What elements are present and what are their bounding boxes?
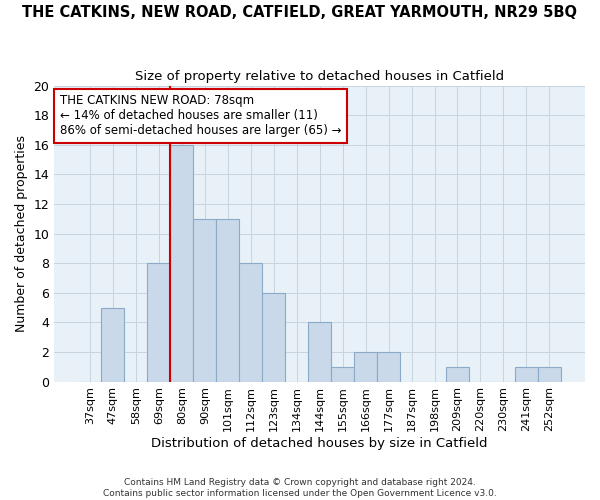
Bar xyxy=(216,219,239,382)
Y-axis label: Number of detached properties: Number of detached properties xyxy=(15,135,28,332)
Bar xyxy=(538,367,561,382)
Bar xyxy=(515,367,538,382)
Bar xyxy=(331,367,354,382)
Bar xyxy=(377,352,400,382)
Bar xyxy=(262,293,285,382)
Bar xyxy=(170,145,193,382)
Text: Contains HM Land Registry data © Crown copyright and database right 2024.
Contai: Contains HM Land Registry data © Crown c… xyxy=(103,478,497,498)
Bar xyxy=(101,308,124,382)
Text: THE CATKINS, NEW ROAD, CATFIELD, GREAT YARMOUTH, NR29 5BQ: THE CATKINS, NEW ROAD, CATFIELD, GREAT Y… xyxy=(23,5,577,20)
Title: Size of property relative to detached houses in Catfield: Size of property relative to detached ho… xyxy=(135,70,504,83)
Bar xyxy=(148,263,170,382)
Text: THE CATKINS NEW ROAD: 78sqm
← 14% of detached houses are smaller (11)
86% of sem: THE CATKINS NEW ROAD: 78sqm ← 14% of det… xyxy=(59,94,341,138)
Bar xyxy=(308,322,331,382)
X-axis label: Distribution of detached houses by size in Catfield: Distribution of detached houses by size … xyxy=(151,437,488,450)
Bar xyxy=(193,219,216,382)
Bar xyxy=(446,367,469,382)
Bar xyxy=(239,263,262,382)
Bar xyxy=(354,352,377,382)
